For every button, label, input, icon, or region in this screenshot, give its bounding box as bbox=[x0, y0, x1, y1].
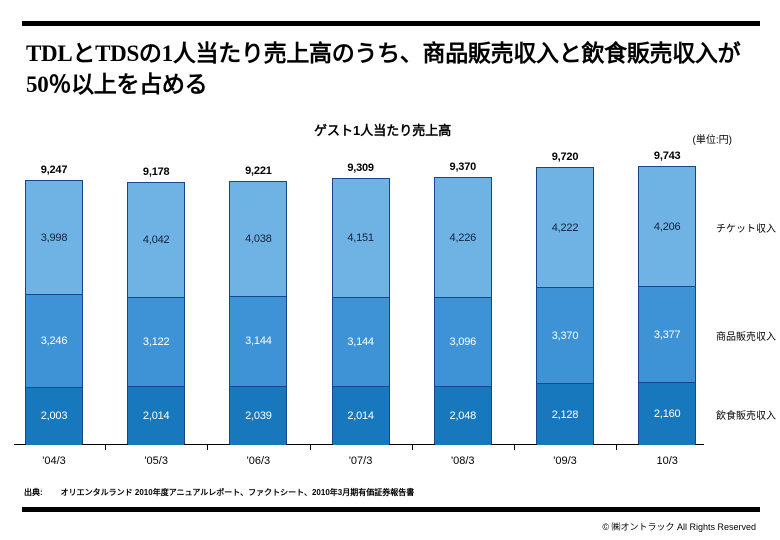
bar-stack[interactable]: 4,042 3,122 2,014 bbox=[127, 182, 186, 445]
bar-segment[interactable]: 2,160 bbox=[639, 383, 696, 445]
bar-stack[interactable]: 4,226 3,096 2,048 bbox=[433, 177, 492, 445]
bar-segment[interactable]: 2,039 bbox=[230, 386, 287, 445]
bar-segment[interactable]: 3,246 bbox=[26, 295, 82, 388]
bar-segment-value-label: 3,377 bbox=[653, 328, 681, 341]
bar-segment[interactable]: 3,370 bbox=[537, 288, 593, 385]
bar-stack[interactable]: 3,998 3,246 2,003 bbox=[25, 180, 83, 445]
x-axis-label: '07/3 bbox=[348, 455, 373, 467]
x-axis-tick bbox=[616, 444, 617, 450]
bar-segment[interactable]: 2,003 bbox=[26, 387, 82, 445]
bar-stack[interactable]: 4,206 3,377 2,160 bbox=[638, 166, 697, 445]
bottom-divider-rule bbox=[22, 507, 760, 512]
bar-segment-value-label: 4,206 bbox=[653, 220, 681, 233]
x-axis-label: 10/3 bbox=[656, 455, 678, 467]
x-axis-tick bbox=[207, 444, 208, 450]
bar-segment-value-label: 4,226 bbox=[449, 231, 477, 244]
source-label: 出典: bbox=[24, 488, 43, 497]
bar-segment[interactable]: 3,122 bbox=[128, 298, 185, 388]
x-axis-tick bbox=[105, 444, 106, 450]
bar-segment-value-label: 2,014 bbox=[347, 410, 374, 423]
bar-segment-value-label: 2,128 bbox=[551, 408, 579, 421]
bar-segment[interactable]: 4,226 bbox=[434, 178, 491, 299]
copyright-footer: © ㈱オントラック All Rights Reserved bbox=[602, 522, 756, 532]
bar-segment[interactable]: 2,048 bbox=[434, 386, 491, 445]
x-axis-tick bbox=[514, 444, 515, 450]
x-axis-label: '04/3 bbox=[42, 455, 66, 467]
bar-segment[interactable]: 2,014 bbox=[332, 387, 389, 445]
bar-total-label: 9,720 bbox=[551, 151, 579, 163]
bar-total-label: 9,178 bbox=[142, 166, 170, 178]
legend-item-label: 飲食販売収入 bbox=[716, 411, 776, 423]
bar-total-label: 9,221 bbox=[245, 165, 272, 177]
bar-total-label: 9,370 bbox=[449, 161, 477, 173]
bar-segment[interactable]: 4,222 bbox=[537, 168, 593, 289]
source-text: オリエンタルランド 2010年度アニュアルレポート、ファクトシート、2010年3… bbox=[60, 488, 415, 497]
stacked-bar-chart: '04/3 '05/3 '06/3 '07/3 '08/3 '09/3 10/3 9,247… bbox=[0, 150, 780, 467]
bar-segment-value-label: 2,160 bbox=[653, 408, 681, 421]
bar-segment-value-label: 3,998 bbox=[40, 231, 68, 244]
bar-segment-value-label: 3,144 bbox=[347, 336, 374, 349]
bar-segment-value-label: 3,096 bbox=[449, 336, 477, 349]
bar-total-label: 9,247 bbox=[40, 164, 68, 176]
bar-segment[interactable]: 3,998 bbox=[26, 181, 82, 296]
x-axis-label: '09/3 bbox=[553, 455, 577, 467]
bar-segment-value-label: 4,222 bbox=[551, 221, 579, 234]
unit-label: (単位:円) bbox=[692, 135, 732, 146]
chart-subtitle: ゲスト1人当たり売上高 bbox=[314, 123, 452, 138]
bar-segment-value-label: 2,039 bbox=[245, 409, 272, 422]
bar-segment[interactable]: 4,151 bbox=[332, 179, 389, 298]
source-note: 出典: オリエンタルランド 2010年度アニュアルレポート、ファクトシート、201… bbox=[24, 487, 414, 498]
bar-segment[interactable]: 4,206 bbox=[639, 167, 696, 287]
bar-segment-value-label: 2,048 bbox=[449, 409, 477, 422]
bar-segment-value-label: 3,246 bbox=[40, 334, 68, 347]
bar-segment-value-label: 4,151 bbox=[347, 231, 374, 244]
bar-segment-value-label: 4,042 bbox=[142, 234, 170, 247]
x-axis-tick bbox=[412, 444, 413, 450]
x-axis-label: '08/3 bbox=[451, 455, 475, 467]
bar-segment[interactable]: 3,377 bbox=[639, 287, 696, 384]
bar-segment[interactable]: 2,128 bbox=[537, 384, 593, 445]
bar-segment-value-label: 2,014 bbox=[142, 410, 170, 423]
x-axis-tick bbox=[310, 444, 311, 450]
bar-segment[interactable]: 2,014 bbox=[128, 387, 185, 445]
page-title: TDLとTDSの1人当たり売上高のうち、商品販売収入と飲食販売収入が50％以上を… bbox=[26, 41, 741, 97]
bar-stack[interactable]: 4,038 3,144 2,039 bbox=[229, 181, 288, 445]
legend-item-label: チケット収入 bbox=[716, 224, 776, 235]
legend-item-label: 商品販売収入 bbox=[716, 332, 776, 344]
bar-segment-value-label: 3,370 bbox=[551, 329, 579, 342]
bar-segment-value-label: 3,144 bbox=[245, 335, 272, 348]
bar-segment-value-label: 4,038 bbox=[245, 233, 272, 246]
bar-segment[interactable]: 3,144 bbox=[332, 297, 389, 388]
bar-segment[interactable]: 4,042 bbox=[128, 183, 185, 299]
bar-stack[interactable]: 4,222 3,370 2,128 bbox=[536, 167, 594, 445]
bar-stack[interactable]: 4,151 3,144 2,014 bbox=[331, 178, 390, 445]
bar-total-label: 9,309 bbox=[347, 162, 374, 174]
bar-segment[interactable]: 3,096 bbox=[434, 298, 491, 387]
bar-segment[interactable]: 4,038 bbox=[230, 182, 287, 298]
x-axis-label: '05/3 bbox=[144, 455, 168, 467]
bar-segment[interactable]: 3,144 bbox=[230, 297, 287, 387]
top-divider-rule bbox=[22, 21, 760, 26]
x-axis-label: '06/3 bbox=[246, 455, 271, 467]
bar-total-label: 9,743 bbox=[653, 150, 681, 162]
bar-segment-value-label: 2,003 bbox=[40, 410, 68, 423]
bar-segment-value-label: 3,122 bbox=[142, 336, 170, 349]
